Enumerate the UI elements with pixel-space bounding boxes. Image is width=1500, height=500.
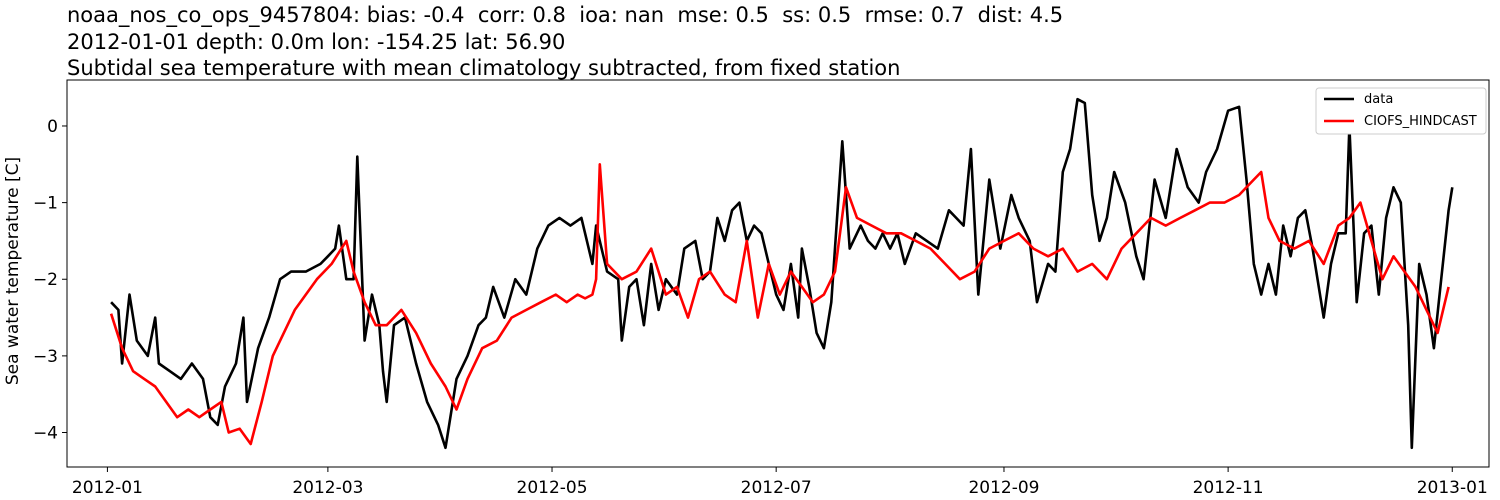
series-line-data (110, 97, 1454, 450)
y-tick-label: −3 (33, 347, 58, 367)
chart-title-line-1: noaa_nos_co_ops_9457804: bias: -0.4 corr… (67, 3, 1064, 27)
y-tick-label: 0 (47, 117, 58, 137)
legend-box (1315, 87, 1487, 135)
x-tick-label: 2012-03 (292, 478, 363, 498)
chart-title-line-3: Subtidal sea temperature with mean clima… (67, 56, 901, 80)
y-axis-label: Sea water temperature [C] (3, 157, 23, 385)
axes: 2012-01 2012-03 2012-05 2012-07 2012-09 2012-… (33, 79, 1490, 498)
x-tick-label: 2013-01 (1417, 478, 1488, 498)
legend: data CIOFS_HINDCAST (1315, 87, 1487, 135)
y-tick-label: −2 (33, 270, 58, 290)
legend-label-ciofs-hindcast: CIOFS_HINDCAST (1364, 114, 1477, 129)
x-tick-label: 2012-05 (517, 478, 588, 498)
series-line-ciofs-hindcast (109, 163, 1450, 446)
x-tick-label: 2012-01 (72, 478, 143, 498)
plot-area (109, 97, 1454, 450)
y-tick-label: −4 (33, 424, 58, 444)
chart-title-line-2: 2012-01-01 depth: 0.0m lon: -154.25 lat:… (67, 30, 566, 54)
x-tick-label: 2012-09 (968, 478, 1039, 498)
plot-frame (66, 79, 1490, 468)
x-tick-label: 2012-07 (741, 478, 812, 498)
y-tick-label: −1 (33, 194, 58, 214)
x-tick-label: 2012-11 (1193, 478, 1264, 498)
legend-label-data: data (1364, 92, 1393, 107)
